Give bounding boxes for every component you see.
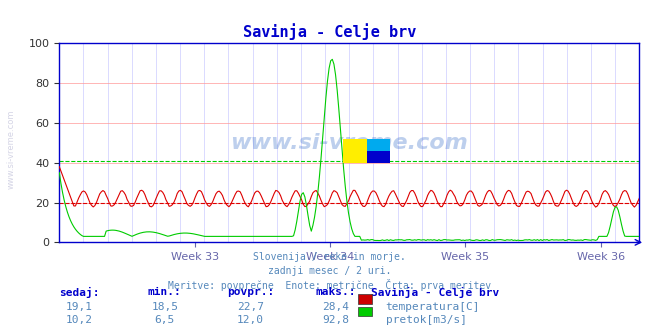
Text: temperatura[C]: temperatura[C] bbox=[386, 302, 480, 312]
Text: 28,4: 28,4 bbox=[323, 302, 349, 312]
Text: 92,8: 92,8 bbox=[323, 315, 349, 325]
Text: zadnji mesec / 2 uri.: zadnji mesec / 2 uri. bbox=[268, 266, 391, 276]
Text: www.si-vreme.com: www.si-vreme.com bbox=[231, 133, 468, 153]
Text: sedaj:: sedaj: bbox=[59, 287, 100, 298]
Bar bbox=[366, 151, 390, 163]
Text: Savinja - Celje brv: Savinja - Celje brv bbox=[243, 23, 416, 40]
Text: Slovenija / reke in morje.: Slovenija / reke in morje. bbox=[253, 252, 406, 262]
Text: 19,1: 19,1 bbox=[66, 302, 92, 312]
Text: 18,5: 18,5 bbox=[152, 302, 178, 312]
Text: 12,0: 12,0 bbox=[237, 315, 264, 325]
Text: www.si-vreme.com: www.si-vreme.com bbox=[7, 110, 16, 189]
Text: pretok[m3/s]: pretok[m3/s] bbox=[386, 315, 467, 325]
Text: 22,7: 22,7 bbox=[237, 302, 264, 312]
Text: 10,2: 10,2 bbox=[66, 315, 92, 325]
Text: Meritve: povprečne  Enote: metrične  Črta: prva meritev: Meritve: povprečne Enote: metrične Črta:… bbox=[168, 279, 491, 291]
Bar bbox=[366, 139, 390, 151]
Text: 6,5: 6,5 bbox=[155, 315, 175, 325]
Text: povpr.:: povpr.: bbox=[227, 287, 274, 297]
Text: Savinja - Celje brv: Savinja - Celje brv bbox=[371, 287, 499, 298]
Bar bbox=[343, 139, 366, 163]
Text: maks.:: maks.: bbox=[316, 287, 357, 297]
Text: min.:: min.: bbox=[148, 287, 182, 297]
